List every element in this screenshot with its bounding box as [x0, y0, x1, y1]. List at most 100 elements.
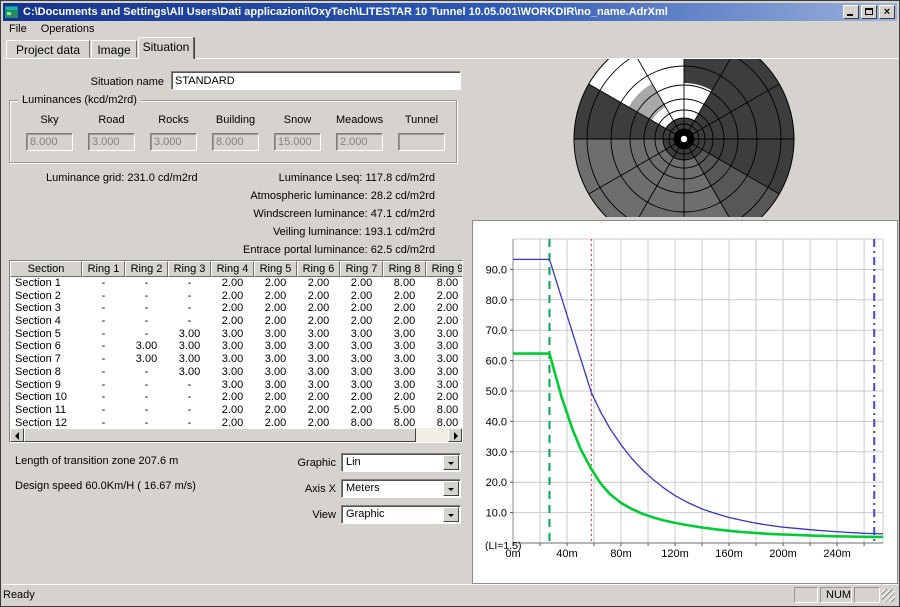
maximize-button[interactable]: [861, 5, 877, 19]
ring-value-cell: 2.00: [436, 302, 459, 315]
ring-value-cell: -: [187, 391, 192, 404]
ring-value-cell: 3.00: [221, 353, 244, 366]
ring-value-cell: -: [101, 302, 106, 315]
table-row[interactable]: Section 8 - - 3.00 3.00 3.00 3.00 3.00 3.00 3.00: [10, 365, 462, 379]
minimize-button[interactable]: [843, 5, 859, 19]
table-row[interactable]: Section 5 - - 3.00 3.00 3.00 3.00 3.00 3.00 3.00: [10, 327, 462, 341]
luminance-field-value: 3.000: [88, 133, 135, 151]
situation-name-input[interactable]: [171, 71, 461, 90]
table-row[interactable]: Section 11 - - - 2.00 2.00 2.00 2.00 5.00 8.00: [10, 403, 462, 417]
section-name-cell: Section 1: [15, 277, 61, 289]
table-row[interactable]: Section 9 - - - 3.00 3.00 3.00 3.00 3.00 3.00: [10, 378, 462, 392]
ring-value-cell: 3.00: [436, 353, 459, 366]
luminance-field-value: 15.000: [274, 133, 321, 151]
column-header[interactable]: Ring 1: [82, 261, 125, 277]
sections-rings-table[interactable]: Section Ring 1 Ring 2 Ring 3 Ring 4 Ring 5 Rin…: [9, 260, 463, 443]
ring-value-cell: -: [101, 365, 106, 378]
portal-luminance-polar-diagram: [573, 59, 795, 217]
scrollbar-track[interactable]: [416, 428, 448, 442]
ring-value-cell: -: [144, 302, 149, 315]
tab-situation[interactable]: Situation: [138, 37, 194, 59]
title-bar[interactable]: C:\Documents and Settings\All Users\Dati…: [3, 3, 897, 21]
table-row[interactable]: Section 7 - 3.00 3.00 3.00 3.00 3.00 3.00 3.00 3.…: [10, 353, 462, 366]
table-row[interactable]: Section 6 - 3.00 3.00 3.00 3.00 3.00 3.00 3.00 3.…: [10, 340, 462, 354]
ring-value-cell: 8.00: [436, 416, 459, 429]
graphic-select[interactable]: Lin: [341, 453, 461, 472]
svg-text:0m: 0m: [505, 548, 520, 560]
column-header[interactable]: Ring 3: [168, 261, 211, 277]
chevron-down-icon[interactable]: [443, 481, 459, 496]
close-icon: ×: [883, 6, 891, 18]
luminance-field-label: Snow: [283, 114, 312, 126]
graphic-select-value: Lin: [346, 456, 361, 468]
ring-value-cell: -: [144, 289, 149, 302]
table-horizontal-scrollbar[interactable]: [10, 428, 462, 442]
ring-value-cell: 2.00: [307, 403, 330, 416]
close-button[interactable]: ×: [879, 5, 895, 19]
menu-operations[interactable]: Operations: [40, 23, 95, 35]
menu-file[interactable]: File: [9, 23, 27, 35]
axis-x-select[interactable]: Meters: [341, 479, 461, 498]
scrollbar-thumb[interactable]: [24, 428, 416, 442]
status-pane-scrl: [854, 586, 880, 603]
ring-value-cell: -: [187, 315, 192, 328]
ring-value-cell: 3.00: [135, 340, 158, 353]
ring-value-cell: 5.00: [393, 403, 416, 416]
column-header[interactable]: Ring 6: [297, 261, 340, 277]
ring-value-cell: 2.00: [221, 277, 244, 289]
ring-value-cell: 3.00: [221, 378, 244, 391]
ring-value-cell: 2.00: [264, 403, 287, 416]
luminance-field-value: 8.000: [26, 133, 73, 151]
tab-project-data[interactable]: Project data: [6, 40, 90, 58]
view-select[interactable]: Graphic: [341, 505, 461, 524]
scroll-left-button[interactable]: [10, 428, 24, 442]
svg-text:240m: 240m: [823, 548, 851, 560]
scroll-right-button[interactable]: [448, 428, 462, 442]
ring-value-cell: 2.00: [307, 277, 330, 289]
svg-text:200m: 200m: [769, 548, 797, 560]
ring-value-cell: 2.00: [307, 315, 330, 328]
table-row[interactable]: Section 2 - - - 2.00 2.00 2.00 2.00 2.00 2.00: [10, 289, 462, 303]
ring-value-cell: -: [101, 416, 106, 429]
svg-text:120m: 120m: [661, 548, 689, 560]
ring-value-cell: 3.00: [350, 365, 373, 378]
ring-value-cell: 2.00: [350, 403, 373, 416]
section-name-cell: Section 9: [15, 378, 61, 391]
column-header[interactable]: Section: [10, 261, 82, 277]
table-row[interactable]: Section 4 - - - 2.00 2.00 2.00 2.00 2.00 2.00: [10, 315, 462, 328]
stat-atmospheric: Atmospheric luminance: 28.2 cd/m2rd: [250, 190, 435, 202]
ring-value-cell: 2.00: [436, 289, 459, 302]
chevron-down-icon[interactable]: [443, 507, 459, 522]
table-row[interactable]: Section 10 - - - 2.00 2.00 2.00 2.00 2.00 2.00: [10, 391, 462, 404]
table-row[interactable]: Section 1 - - - 2.00 2.00 2.00 2.00 8.00 8.00: [10, 277, 462, 290]
svg-text:20.0: 20.0: [486, 477, 507, 489]
ring-value-cell: 2.00: [221, 289, 244, 302]
menu-bar: File Operations: [4, 22, 896, 36]
ring-value-cell: 3.00: [350, 378, 373, 391]
luminance-field-label: Tunnel: [404, 114, 439, 126]
section-name-cell: Section 4: [15, 315, 61, 328]
app-icon: [5, 5, 19, 19]
chevron-down-icon[interactable]: [443, 455, 459, 470]
ring-value-cell: 3.00: [135, 353, 158, 366]
table-row[interactable]: Section 3 - - - 2.00 2.00 2.00 2.00 2.00 2.00: [10, 302, 462, 316]
column-header[interactable]: Ring 7: [340, 261, 383, 277]
section-name-cell: Section 7: [15, 353, 61, 366]
table-row[interactable]: Section 12 - - - 2.00 2.00 2.00 8.00 8.00 8.00: [10, 416, 462, 430]
svg-text:50.0: 50.0: [486, 386, 507, 398]
column-header[interactable]: Ring 9: [426, 261, 462, 277]
resize-grip[interactable]: [882, 589, 895, 602]
column-header[interactable]: Ring 2: [125, 261, 168, 277]
arrow-right-icon: [454, 432, 458, 440]
column-header[interactable]: Ring 5: [254, 261, 297, 277]
ring-value-cell: -: [144, 403, 149, 416]
ring-value-cell: 3.00: [436, 365, 459, 378]
ring-value-cell: 2.00: [350, 289, 373, 302]
column-header[interactable]: Ring 4: [211, 261, 254, 277]
ring-value-cell: 2.00: [264, 391, 287, 404]
column-header[interactable]: Ring 8: [383, 261, 426, 277]
ring-value-cell: 2.00: [393, 289, 416, 302]
luminance-field-value: [398, 133, 445, 151]
ring-value-cell: 3.00: [264, 327, 287, 340]
tab-image[interactable]: Image: [91, 40, 137, 58]
